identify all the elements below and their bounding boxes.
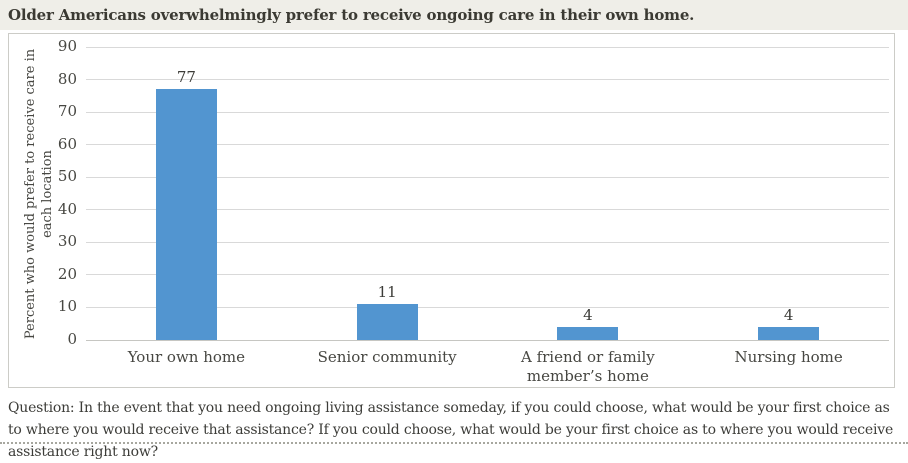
x-axis-line [86, 339, 889, 341]
dotted-divider [0, 442, 908, 444]
bar-value-label: 77 [176, 68, 196, 87]
bar-2 [356, 304, 418, 340]
question-caption: Question: In the event that you need ong… [8, 400, 894, 460]
x-category-label: Senior community [317, 348, 457, 366]
title-bar: Older Americans overwhelmingly prefer to… [0, 0, 908, 30]
y-tick-label: 30 [57, 232, 77, 251]
gridline [86, 241, 889, 243]
gridline [86, 79, 889, 81]
gridline [86, 274, 889, 276]
y-tick-label: 0 [67, 330, 77, 348]
gridline [86, 144, 889, 146]
bar-value-label: 4 [783, 305, 794, 324]
x-category-label: Your own home [127, 348, 246, 366]
gridline [86, 176, 889, 178]
bar-4 [758, 326, 820, 340]
gridline [86, 111, 889, 113]
y-tick-label: 70 [57, 102, 77, 121]
y-tick-label: 90 [57, 37, 77, 55]
bar-1 [155, 89, 217, 340]
y-tick-label: 40 [57, 199, 77, 218]
gridline [86, 306, 889, 308]
y-tick-label: 80 [57, 69, 77, 88]
y-tick-label: 10 [57, 297, 77, 316]
bar-value-label: 11 [377, 283, 397, 302]
y-tick-label: 20 [57, 264, 77, 283]
bar-value-label: 4 [583, 305, 593, 324]
gridline [86, 209, 889, 211]
x-category-label: A friend or family member’s home [520, 348, 655, 385]
y-tick-label: 60 [57, 134, 77, 153]
plot-area: 77 11 4 4 [86, 46, 889, 341]
chart-panel: Percent who would prefer to receive care… [8, 33, 895, 388]
gridline [86, 46, 889, 48]
bar-3 [557, 326, 619, 340]
y-tick-label: 50 [57, 167, 77, 186]
x-category-label: Nursing home [734, 348, 843, 366]
page-title: Older Americans overwhelmingly prefer to… [8, 6, 695, 24]
